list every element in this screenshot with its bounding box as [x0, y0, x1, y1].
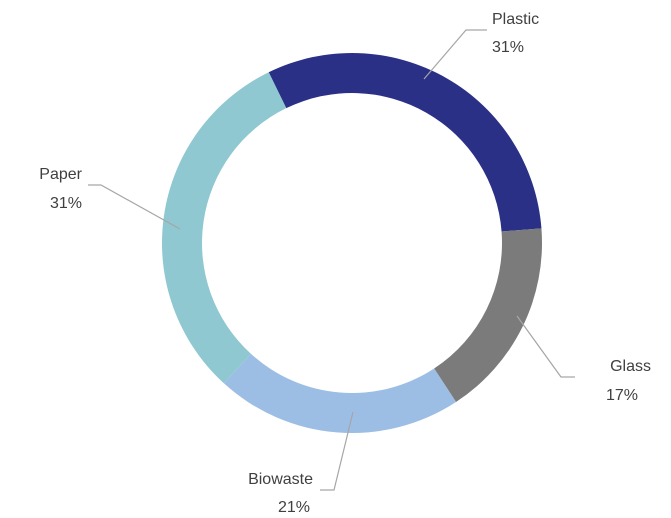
- slice-biowaste: [223, 353, 457, 434]
- slice-plastic: [268, 53, 542, 232]
- leader-line-paper: [88, 184, 181, 230]
- slice-label-plastic: Plastic: [492, 11, 539, 28]
- slice-label-glass: Glass: [610, 358, 651, 375]
- slice-glass: [434, 228, 542, 402]
- slice-value-paper: 31%: [50, 195, 82, 212]
- leader-line-plastic: [423, 29, 487, 80]
- slice-value-glass: 17%: [606, 387, 638, 404]
- leader-line-biowaste: [320, 411, 354, 491]
- leader-lines: [88, 29, 575, 491]
- slice-value-biowaste: 21%: [278, 499, 310, 516]
- donut-slices: [161, 53, 542, 434]
- slice-value-plastic: 31%: [492, 39, 524, 56]
- leader-line-glass: [516, 315, 575, 378]
- slice-label-biowaste: Biowaste: [248, 471, 313, 488]
- slice-paper: [161, 72, 287, 384]
- slice-label-paper: Paper: [39, 166, 82, 183]
